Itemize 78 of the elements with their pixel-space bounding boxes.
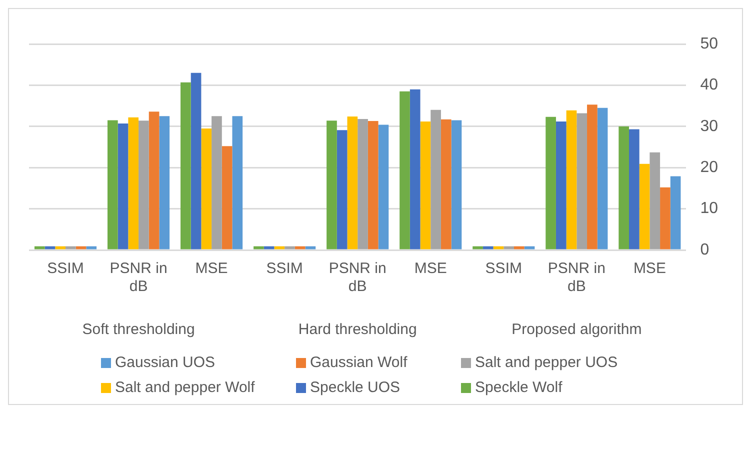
bar xyxy=(556,121,566,250)
bar xyxy=(108,120,118,250)
bar xyxy=(368,121,378,250)
bar xyxy=(128,117,139,250)
bar xyxy=(618,126,629,250)
y-tick-label: 50 xyxy=(700,35,718,52)
bar xyxy=(378,124,389,250)
y-tick-label: 10 xyxy=(700,200,718,218)
x-tick-label: PSNR in dB xyxy=(110,260,168,296)
bar xyxy=(660,187,670,250)
bar xyxy=(587,104,598,250)
bar xyxy=(639,164,650,250)
bar xyxy=(410,89,420,250)
bar xyxy=(274,246,285,250)
bar xyxy=(305,246,316,250)
legend-label: Salt and pepper UOS xyxy=(475,354,618,371)
legend-label: Gaussian Wolf xyxy=(310,354,408,371)
bar xyxy=(326,120,337,250)
legend-label: Salt and pepper Wolf xyxy=(115,379,255,396)
bar xyxy=(294,246,306,250)
bar xyxy=(670,176,681,250)
text: Soft thresholding xyxy=(82,321,195,338)
bar xyxy=(66,246,76,250)
x-tick-label: SSIM xyxy=(485,260,522,278)
bar xyxy=(336,130,348,250)
bar xyxy=(546,116,556,250)
y-tick-label: 20 xyxy=(700,159,718,176)
bar xyxy=(76,246,86,250)
bar xyxy=(284,246,295,250)
bar xyxy=(159,116,170,250)
bar xyxy=(514,246,524,250)
bar xyxy=(451,120,462,250)
bar xyxy=(190,72,202,250)
y-tick-label: 30 xyxy=(700,118,718,135)
bar xyxy=(86,246,97,250)
x-tick-label: MSE xyxy=(414,260,447,278)
x-tick-label: SSIM xyxy=(266,260,303,278)
bar xyxy=(264,246,274,250)
bar xyxy=(576,113,588,250)
bar xyxy=(148,112,160,250)
bar xyxy=(44,246,56,250)
bar xyxy=(430,110,441,250)
bar xyxy=(493,246,504,250)
bar xyxy=(524,246,535,250)
bar xyxy=(566,110,577,250)
bar xyxy=(254,246,264,250)
bar xyxy=(597,108,608,250)
x-tick-label: PSNR in dB xyxy=(548,260,606,296)
x-tick-label: MSE xyxy=(633,260,666,278)
bar xyxy=(420,121,431,250)
bar xyxy=(472,246,483,250)
legend-label: Speckle Wolf xyxy=(475,379,562,396)
text: Proposed algorithm xyxy=(512,321,642,338)
bar xyxy=(212,116,222,250)
bar xyxy=(482,246,494,250)
bar xyxy=(55,246,66,250)
bar xyxy=(118,124,128,250)
x-tick-label: PSNR in dB xyxy=(328,260,386,296)
x-tick-label: SSIM xyxy=(47,260,84,278)
bar xyxy=(358,118,368,250)
bar xyxy=(650,152,660,250)
y-tick-label: 0 xyxy=(700,241,710,258)
bar xyxy=(201,128,212,250)
text: Hard thresholding xyxy=(298,321,417,338)
bar xyxy=(222,146,232,250)
bar xyxy=(34,246,45,250)
bar xyxy=(347,116,358,250)
legend-label: Gaussian UOS xyxy=(115,354,216,371)
bar xyxy=(180,82,191,250)
bar xyxy=(232,116,243,250)
bar xyxy=(400,91,410,250)
bar xyxy=(138,120,149,250)
bar xyxy=(440,119,452,250)
bar xyxy=(629,129,640,250)
bar xyxy=(504,246,514,250)
x-tick-label: MSE xyxy=(195,260,228,278)
y-tick-label: 40 xyxy=(700,76,718,94)
legend-label: Speckle UOS xyxy=(310,379,400,396)
